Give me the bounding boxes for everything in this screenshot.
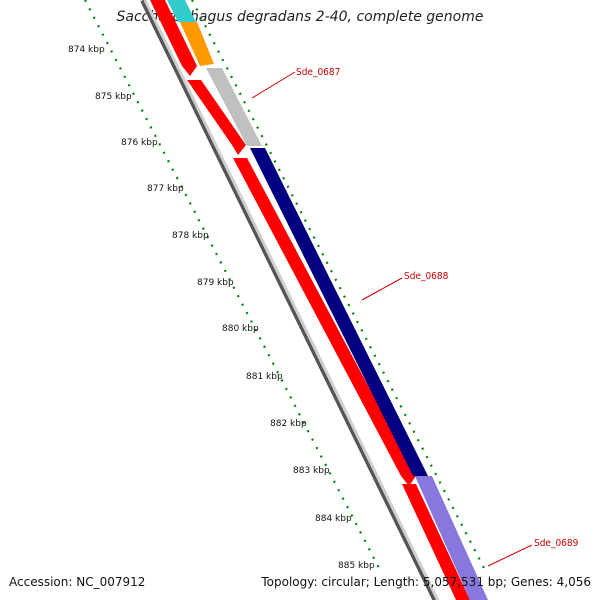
kbp-tick-885: 885 kbp <box>338 561 375 571</box>
genome-summary-text: Topology: circular; Length: 5,057,531 bp… <box>261 575 591 589</box>
kbp-tick-882: 882 kbp <box>270 419 307 429</box>
backbone-inner <box>143 0 440 600</box>
gene-lane-2 <box>167 0 488 600</box>
inner-scale-dots <box>191 0 486 571</box>
kbp-tick-878: 878 kbp <box>172 231 209 241</box>
gene-label-sde-0689: Sde_0689 <box>534 538 579 549</box>
leader-sde-0687 <box>251 71 296 99</box>
kbp-tick-876: 876 kbp <box>121 138 158 148</box>
gene-lane-1 <box>150 0 470 600</box>
kbp-tick-883: 883 kbp <box>293 466 330 476</box>
kbp-tick-881: 881 kbp <box>246 372 283 382</box>
gene-cyan <box>167 0 196 22</box>
gene-lavender <box>415 476 488 600</box>
leader-sde-0689 <box>487 544 533 567</box>
leader-sde-0688 <box>361 277 403 301</box>
kbp-tick-877: 877 kbp <box>147 184 184 194</box>
kbp-tick-884: 884 kbp <box>315 514 352 524</box>
gene-orange <box>180 22 214 66</box>
gene-red-4 <box>402 484 470 600</box>
gene-navy <box>250 148 428 476</box>
gene-red-1 <box>150 0 197 76</box>
gene-label-sde-0688: Sde_0688 <box>404 271 449 282</box>
kbp-tick-875: 875 kbp <box>95 92 132 102</box>
gene-gray <box>206 68 262 146</box>
kbp-tick-879: 879 kbp <box>197 278 234 288</box>
kbp-tick-874: 874 kbp <box>68 45 105 55</box>
map-title: Saccharophagus degradans 2-40, complete … <box>116 9 484 25</box>
gene-red-3 <box>233 158 416 486</box>
kbp-tick-880: 880 kbp <box>222 324 259 334</box>
accession-text: Accession: NC_007912 <box>9 575 146 589</box>
gene-label-sde-0687: Sde_0687 <box>296 67 340 78</box>
backbone-outer <box>140 0 439 600</box>
gene-red-2 <box>187 80 246 155</box>
